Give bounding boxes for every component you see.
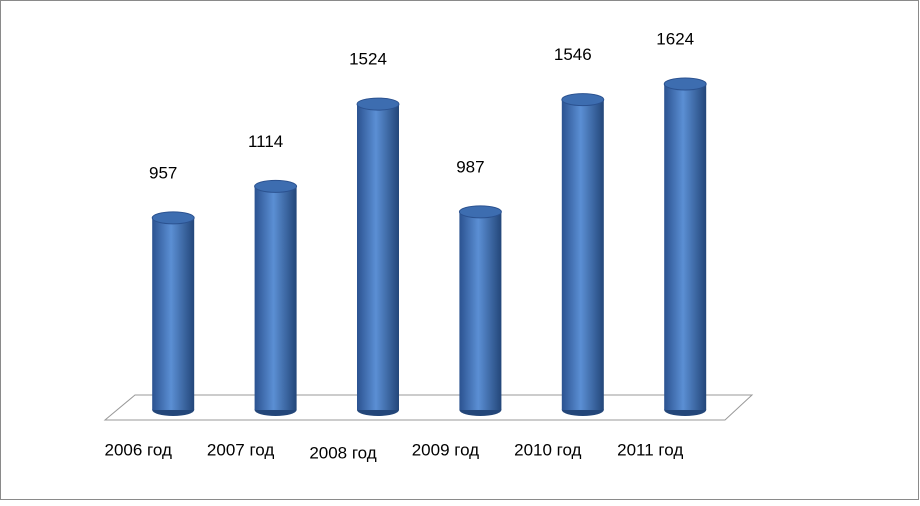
cylinder-top	[356, 97, 400, 111]
cylinder	[458, 205, 502, 416]
cylinder-top	[561, 93, 605, 107]
floor	[103, 394, 754, 421]
cylinder	[151, 211, 195, 416]
cylinder-body	[664, 84, 707, 410]
data-label: 957	[149, 163, 177, 182]
cylinder	[663, 77, 707, 416]
x-tick-label: 2007 год	[207, 440, 274, 459]
cylinder	[356, 97, 400, 416]
cylinder-top	[458, 205, 502, 219]
cylinder-body	[254, 186, 297, 410]
cylinder	[561, 93, 605, 416]
x-tick-label: 2010 год	[514, 440, 581, 459]
x-tick-label: 2009 год	[412, 440, 479, 459]
data-label: 1546	[554, 45, 592, 64]
x-tick-label: 2006 год	[105, 440, 172, 459]
data-label: 1624	[656, 29, 694, 48]
x-tick-label: 2011 год	[617, 440, 683, 459]
cylinder-top	[663, 77, 707, 91]
cylinder-body	[152, 217, 195, 410]
data-label: 1114	[248, 132, 283, 151]
cylinder-top	[254, 179, 298, 193]
data-label: 987	[456, 157, 484, 176]
cylinder-top	[151, 211, 195, 225]
cylinder-body	[459, 211, 502, 410]
cylinder-body	[357, 104, 399, 411]
cylinder-body	[561, 99, 604, 410]
cylinder	[254, 179, 298, 416]
data-label: 1524	[349, 50, 387, 69]
x-tick-label: 2008 год	[309, 443, 376, 462]
